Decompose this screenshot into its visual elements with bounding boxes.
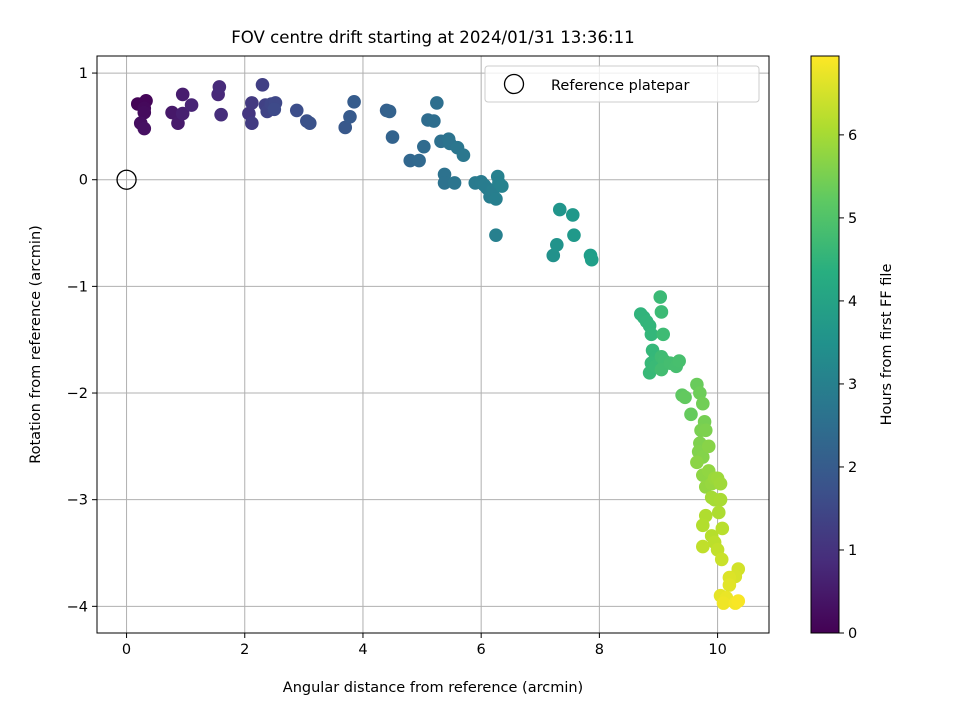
data-point bbox=[212, 80, 227, 94]
colorbar-tick-label: 2 bbox=[848, 460, 857, 476]
x-tick-label: 6 bbox=[477, 642, 486, 658]
data-point bbox=[489, 228, 503, 242]
data-point bbox=[385, 130, 400, 144]
data-point bbox=[711, 505, 726, 520]
data-point bbox=[417, 139, 431, 154]
data-point bbox=[382, 104, 397, 119]
data-point bbox=[731, 594, 746, 608]
data-point bbox=[495, 179, 509, 193]
colorbar-tick-label: 3 bbox=[848, 377, 857, 393]
data-point bbox=[713, 476, 728, 491]
data-point bbox=[552, 202, 567, 217]
data-point bbox=[267, 102, 282, 117]
y-tick-label: −4 bbox=[67, 599, 88, 615]
data-point bbox=[412, 153, 426, 168]
data-point bbox=[447, 176, 462, 190]
data-point bbox=[245, 116, 259, 130]
data-point bbox=[430, 96, 444, 110]
colorbar-tick-label: 6 bbox=[848, 128, 857, 144]
x-tick-label: 4 bbox=[358, 642, 367, 658]
x-tick-label: 10 bbox=[708, 642, 726, 658]
data-point bbox=[701, 439, 716, 454]
data-point bbox=[137, 105, 152, 120]
data-point bbox=[654, 305, 669, 319]
data-point bbox=[343, 109, 357, 124]
y-axis-ticks: 1 0 −1 −2 −3 −4 bbox=[67, 66, 97, 615]
y-tick-label: 1 bbox=[79, 66, 88, 82]
data-point bbox=[289, 103, 304, 118]
colorbar-tick-label: 0 bbox=[848, 626, 857, 642]
colorbar-label: Hours from first FF file bbox=[879, 264, 895, 426]
reference-platepar-marker bbox=[116, 169, 137, 190]
data-point bbox=[456, 148, 471, 162]
y-tick-label: −3 bbox=[67, 493, 88, 509]
data-point bbox=[165, 105, 179, 120]
data-point bbox=[338, 120, 353, 135]
data-point bbox=[584, 252, 599, 267]
data-point bbox=[690, 455, 704, 470]
reference-marker-layer bbox=[116, 169, 137, 190]
y-tick-label: 0 bbox=[79, 173, 88, 189]
data-point bbox=[175, 106, 190, 121]
data-point bbox=[672, 354, 686, 368]
data-point bbox=[347, 95, 361, 109]
data-point bbox=[693, 386, 707, 400]
data-points bbox=[130, 77, 746, 610]
data-point bbox=[715, 521, 730, 536]
colorbar-tick-label: 5 bbox=[848, 211, 857, 227]
data-point bbox=[656, 327, 671, 342]
data-point bbox=[722, 578, 737, 592]
legend-marker-icon bbox=[503, 73, 525, 95]
data-point bbox=[255, 77, 270, 92]
data-point bbox=[567, 228, 581, 242]
data-point bbox=[713, 492, 728, 507]
data-point bbox=[698, 423, 713, 438]
data-point bbox=[546, 248, 561, 263]
data-point bbox=[716, 596, 731, 610]
y-axis-label: Rotation from reference (arcmin) bbox=[28, 225, 44, 464]
legend-label: Reference platepar bbox=[551, 78, 689, 94]
x-tick-label: 0 bbox=[122, 642, 131, 658]
data-point bbox=[714, 552, 729, 567]
data-point bbox=[184, 98, 199, 112]
y-tick-label: −1 bbox=[67, 279, 88, 295]
data-point bbox=[653, 290, 668, 304]
x-axis-ticks: 0 2 4 6 8 10 bbox=[122, 633, 727, 658]
data-point bbox=[437, 176, 452, 190]
data-point bbox=[214, 107, 228, 122]
data-point bbox=[565, 208, 580, 222]
colorbar-tick-label: 4 bbox=[848, 294, 857, 310]
data-point bbox=[696, 518, 710, 533]
data-point bbox=[684, 407, 698, 422]
data-point bbox=[245, 96, 259, 110]
data-point bbox=[644, 327, 659, 342]
data-point bbox=[696, 539, 710, 554]
data-point bbox=[678, 390, 692, 405]
data-point bbox=[427, 114, 441, 128]
data-point bbox=[175, 87, 190, 102]
x-tick-label: 8 bbox=[595, 642, 604, 658]
data-point bbox=[696, 396, 710, 411]
grid bbox=[97, 56, 769, 633]
data-point bbox=[302, 116, 317, 130]
data-point bbox=[550, 237, 564, 252]
colorbar-ticks: 0 1 2 3 4 5 6 bbox=[839, 128, 857, 642]
chart-title: FOV centre drift starting at 2024/01/31 … bbox=[231, 28, 635, 47]
colorbar-tick-label: 1 bbox=[848, 543, 857, 559]
data-point bbox=[137, 121, 152, 136]
x-axis-label: Angular distance from reference (arcmin) bbox=[283, 680, 583, 696]
y-tick-label: −2 bbox=[67, 386, 88, 402]
x-tick-label: 2 bbox=[240, 642, 249, 658]
data-point bbox=[489, 192, 503, 206]
plot-frame bbox=[96, 55, 770, 634]
colorbar bbox=[810, 55, 840, 634]
legend-box bbox=[484, 65, 760, 103]
legend: Reference platepar bbox=[484, 65, 760, 103]
